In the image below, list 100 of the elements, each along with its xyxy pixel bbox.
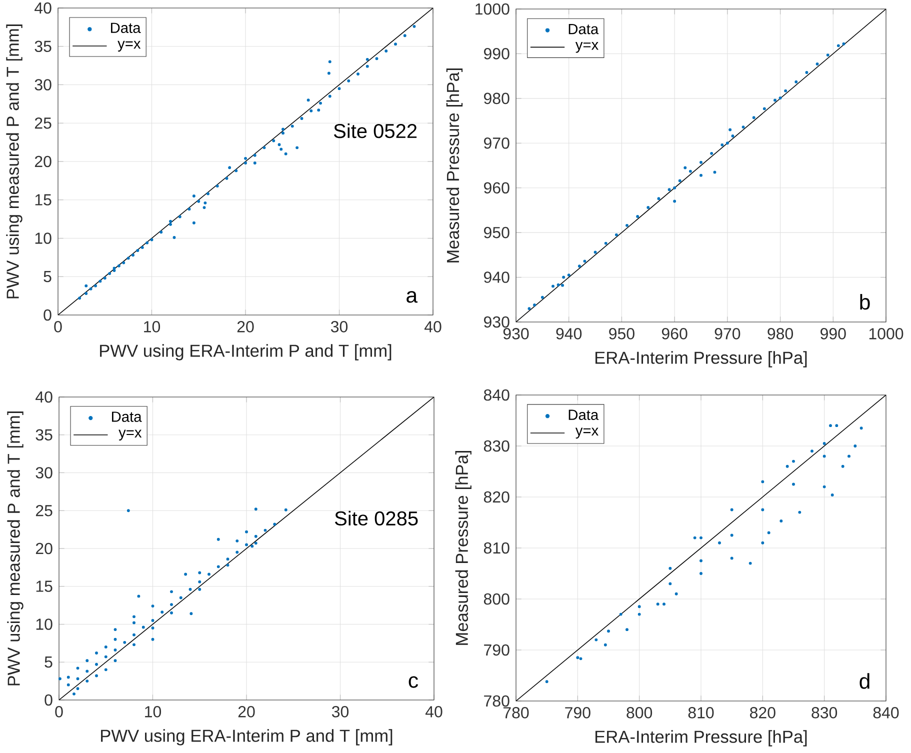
point [594,250,597,254]
point [170,603,173,606]
y-tick-label: 15 [35,194,52,206]
y-tick-label: 940 [484,272,510,283]
point [126,509,130,512]
point [245,530,248,534]
y-tick-label: 30 [34,79,52,90]
legend-label: y=x [575,428,598,439]
annotation: d [860,673,870,689]
point [132,621,136,624]
point [245,543,248,546]
point [646,206,650,209]
x-tick-label: 940 [556,328,582,340]
point [250,544,254,548]
point [780,519,783,522]
point [86,680,89,683]
point [556,283,560,286]
x-tick-label: 0 [54,321,62,332]
y-tick-label: 40 [34,2,52,14]
point [540,296,544,299]
y-tick-label: 780 [484,695,510,707]
point [822,442,826,445]
y-tick-label: 25 [36,504,52,516]
point [95,674,98,678]
point [132,633,136,636]
point [170,611,173,614]
point [151,638,154,641]
point [236,539,239,542]
y-axis-title: PWV using measured P and T [mm] [6,24,22,298]
x-tick-label: 930 [503,328,529,340]
y-tick-label: 30 [36,467,52,478]
point [132,643,136,646]
point [778,96,782,100]
point [236,550,239,554]
point [767,531,770,534]
point [718,541,721,544]
point [684,166,687,170]
point [626,628,628,632]
y-tick-label: 5 [44,271,52,282]
y-tick-label: 800 [484,593,510,605]
y-tick-label: 990 [484,48,510,60]
point [198,571,202,574]
point [533,304,536,306]
point [836,44,840,48]
point [854,444,857,448]
point [179,596,182,600]
point [114,659,117,662]
point [720,143,724,146]
y-tick-label: 970 [484,137,510,149]
point [552,284,554,288]
point [842,42,846,46]
annotation: a [406,291,418,303]
point [594,638,598,642]
point [726,142,729,145]
point [742,126,745,129]
y-axis-title: Measured Pressure [hPa] [455,451,472,645]
point [710,152,714,155]
point [104,655,108,658]
point [123,640,126,644]
y-tick-label: 25 [34,117,52,129]
x-tick-label: 1000 [869,328,904,340]
x-tick-label: 40 [425,706,442,718]
point [254,534,258,538]
point [198,580,202,584]
x-tick-label: 780 [503,707,529,718]
point [114,648,117,652]
point [72,692,76,696]
y-tick-label: 20 [36,542,52,554]
point [528,307,531,310]
point [792,460,795,463]
x-axis-title: ERA-Interim Pressure [hPa] [595,730,807,746]
point [578,264,581,268]
point [674,592,678,596]
point [562,276,566,279]
point [786,464,789,468]
point [114,628,117,632]
point [774,98,776,102]
point [254,542,258,545]
point [104,668,108,672]
x-tick-label: 800 [626,707,652,718]
point [662,602,666,606]
point [160,610,164,614]
point [170,590,173,594]
y-tick-label: 820 [484,491,510,503]
x-axis-title: ERA-Interim Pressure [hPa] [595,351,807,368]
point [730,556,734,560]
y-tick-label: 0 [44,694,52,706]
point [668,566,672,570]
y-tick-label: 980 [484,92,510,104]
point [216,538,220,541]
point [607,630,610,633]
point [614,233,618,236]
point [835,424,838,428]
point [730,534,734,537]
point [805,71,808,74]
point [198,588,202,591]
y-tick-label: 40 [36,391,52,403]
point [728,128,732,132]
point [668,582,672,586]
x-tick-label: 810 [688,707,714,718]
